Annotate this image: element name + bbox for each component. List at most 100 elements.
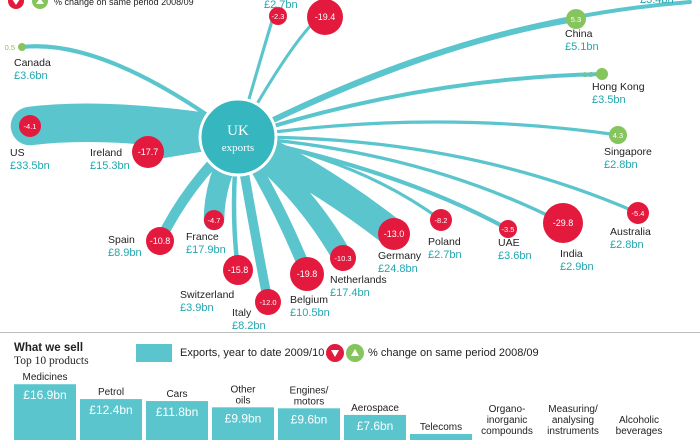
bar-petrol <box>80 399 142 440</box>
country-label-us: US <box>10 147 25 159</box>
country-label-india: India <box>560 248 583 260</box>
export-value-netherlands: £17.4bn <box>330 287 370 299</box>
uk-hub-circle <box>198 97 278 177</box>
bar-label-alcoholic-beverages: Alcoholic beverages <box>616 415 663 437</box>
change-value-spain: -10.8 <box>150 236 171 246</box>
top-legend-up-icon <box>32 0 48 9</box>
change-value-unlabelled-18: -2.3 <box>272 12 285 21</box>
country-label-italy: Italy <box>232 307 252 319</box>
export-value-unlabelled-17: £3.4bn <box>640 0 674 6</box>
change-value-belgium: -19.8 <box>297 269 318 279</box>
flow-line-unlabelled-17 <box>236 0 692 139</box>
destination-markers: 0.5 -4.1 -17.7 -10.8 -4.7 -15.8 -12.0 -19.8 -10.… <box>5 0 649 315</box>
bar-label-measuring-analysing-instruments: Measuring/analysing instruments <box>547 404 599 437</box>
flow-line-india <box>236 135 565 225</box>
export-value-switzerland: £3.9bn <box>180 302 214 314</box>
change-marker-ireland <box>132 136 164 168</box>
country-label-france: France <box>186 231 219 243</box>
export-value-ireland: £15.3bn <box>90 160 130 172</box>
section-subtitle: Top 10 products <box>14 355 89 367</box>
change-marker-spain <box>146 227 174 255</box>
export-value-us: £33.5bn <box>10 160 50 172</box>
bar-value-engines-motors: £9.6bn <box>291 412 328 426</box>
bar-aerospace <box>344 414 406 440</box>
change-value-hong-kong: 1.2 <box>583 70 593 79</box>
country-label-singapore: Singapore <box>604 146 652 158</box>
change-value-india: -29.8 <box>553 218 574 228</box>
change-marker-canada <box>18 43 26 51</box>
exports-swatch <box>136 344 172 362</box>
products-legend: Exports, year to date 2009/10 % change o… <box>136 344 576 366</box>
bar-value-petrol: £12.4bn <box>89 403 132 417</box>
export-value-spain: £8.9bn <box>108 247 142 259</box>
change-marker-italy <box>255 289 281 315</box>
country-label-switzerland: Switzerland <box>180 289 234 301</box>
bar-engines-motors <box>278 408 340 440</box>
export-value-hong-kong: £3.5bn <box>592 94 626 106</box>
bar-value-aerospace: £7.6bn <box>357 419 394 433</box>
change-marker-switzerland <box>223 255 253 285</box>
export-value-australia: £2.8bn <box>610 239 644 251</box>
flow-line-australia <box>236 135 640 215</box>
top-products-bar-chart: £16.9bn Medicines £12.4bn Petrol £11.8bn Cars… <box>14 372 663 440</box>
down-arrow-icon <box>331 350 339 357</box>
change-marker-poland <box>430 209 452 231</box>
country-label-ireland: Ireland <box>90 147 122 159</box>
bar-label-aerospace: Aerospace <box>351 403 399 414</box>
change-marker-australia <box>627 202 649 224</box>
country-label-china: China <box>565 28 593 40</box>
bar-label-other-oils: Other oils <box>230 384 256 406</box>
bar-label-engines-motors: Engines/motors <box>290 385 329 407</box>
flow-line-hong-kong <box>235 71 605 140</box>
top-legend-down-arrow-icon <box>12 0 20 5</box>
country-label-spain: Spain <box>108 234 135 246</box>
change-marker-germany <box>378 218 410 250</box>
change-value-poland: -8.2 <box>435 216 448 225</box>
country-label-australia: Australia <box>610 226 651 238</box>
country-label-germany: Germany <box>378 250 422 262</box>
section-title: What we sell <box>14 342 84 354</box>
change-marker-singapore <box>609 126 627 144</box>
bar-label-telecoms: Telecoms <box>420 422 462 433</box>
country-label-canada: Canada <box>14 57 51 69</box>
change-marker-us <box>19 115 41 137</box>
change-value-unlabelled-19: -19.4 <box>315 12 336 22</box>
hub-label-line2: exports <box>222 142 254 154</box>
country-label-hong-kong: Hong Kong <box>592 81 645 93</box>
export-value-italy: £8.2bn <box>232 320 266 330</box>
top-legend: % change on same period 2008/09 <box>8 0 194 9</box>
flow-line-uae <box>235 134 511 232</box>
change-value-singapore: 4.3 <box>613 131 623 140</box>
change-value-germany: -13.0 <box>384 229 405 239</box>
change-value-us: -4.1 <box>24 122 37 131</box>
uk-hub: UK exports <box>198 97 278 177</box>
change-marker-india <box>543 203 583 243</box>
export-value-belgium: £10.5bn <box>290 307 330 319</box>
export-value-germany: £24.8bn <box>378 263 418 275</box>
change-marker-unlabelled-18 <box>269 7 287 25</box>
country-label-poland: Poland <box>428 236 461 248</box>
bar-other-oils <box>212 407 274 440</box>
export-value-unlabelled-18: £2.7bn <box>264 0 298 11</box>
exports-legend-label: Exports, year to date 2009/10 <box>180 347 325 359</box>
uk-exports-flow-map: 0.5 -4.1 -17.7 -10.8 -4.7 -15.8 -12.0 -19.8 -10.… <box>5 0 692 330</box>
change-marker-uae <box>499 220 517 238</box>
change-marker-belgium <box>290 257 324 291</box>
change-value-france: -4.7 <box>208 216 221 225</box>
bar-telecoms <box>410 434 472 440</box>
increase-marker-icon <box>346 344 364 362</box>
change-value-switzerland: -15.8 <box>228 265 249 275</box>
change-marker-china <box>566 9 586 29</box>
export-value-canada: £3.6bn <box>14 70 48 82</box>
change-value-uae: -3.5 <box>502 225 515 234</box>
destination-labels: Canada£3.6bn US£33.5bn Ireland£15.3bn Spain… <box>10 0 674 330</box>
bar-value-cars: £11.8bn <box>156 405 199 419</box>
bar-label-medicines: Medicines <box>22 372 67 383</box>
change-value-canada: 0.5 <box>5 43 15 52</box>
bar-cars <box>146 401 208 440</box>
change-value-ireland: -17.7 <box>138 147 159 157</box>
export-value-poland: £2.7bn <box>428 249 462 261</box>
bar-label-cars: Cars <box>166 389 187 400</box>
bar-medicines <box>14 384 76 440</box>
